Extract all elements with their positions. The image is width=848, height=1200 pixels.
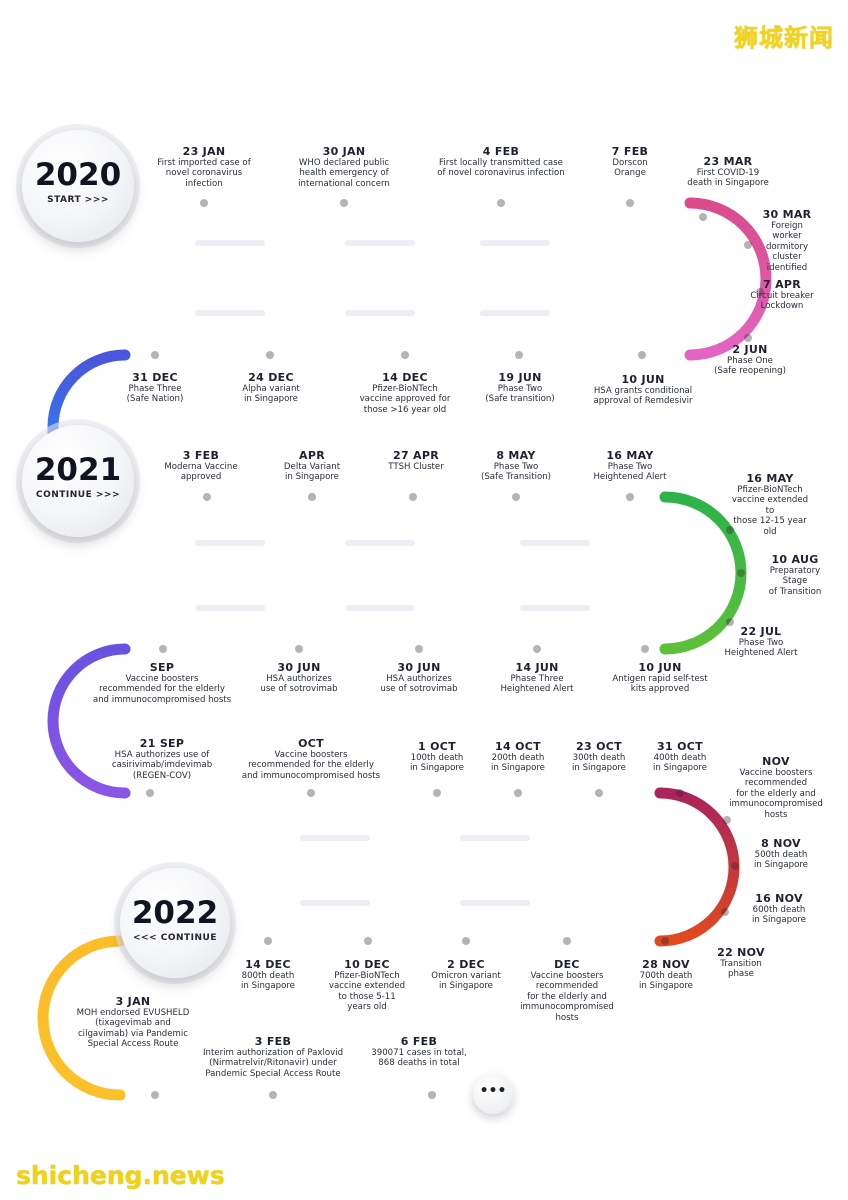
event: 8 MAY Phase Two (Safe Transition) bbox=[480, 449, 552, 483]
year-label: 2022 bbox=[131, 895, 219, 931]
event: 16 MAY Phase Two Heightened Alert bbox=[593, 449, 667, 483]
year-sub-label: CONTINUE >>> bbox=[35, 490, 121, 500]
event: 4 FEB First locally transmitted case of n… bbox=[437, 145, 565, 179]
year-sub-label: <<< CONTINUE bbox=[132, 933, 218, 943]
event: 10 DEC Pfizer-BioNTech vaccine extended t… bbox=[328, 958, 406, 1013]
year-sub-label: START >>> bbox=[47, 195, 109, 205]
event: 2 JUN Phase One (Safe reopening) bbox=[714, 343, 786, 377]
year-badge-2020: 2020 START >>> bbox=[22, 130, 134, 242]
event: 16 MAY Pfizer-BioNTech vaccine extended t… bbox=[731, 472, 809, 537]
event: 14 OCT 200th death in Singapore bbox=[491, 740, 545, 774]
event: 14 DEC Pfizer-BioNTech vaccine approved f… bbox=[359, 371, 451, 415]
event: 10 JUN Antigen rapid self-test kits appro… bbox=[612, 661, 708, 695]
event: 14 DEC 800th death in Singapore bbox=[241, 958, 295, 992]
event: 14 JUN Phase Three Heightened Alert bbox=[500, 661, 574, 695]
event: 21 SEP HSA authorizes use of casirivimab/… bbox=[111, 737, 213, 781]
year-label: 2020 bbox=[34, 157, 122, 193]
event: 7 FEB Dorscon Orange bbox=[611, 145, 649, 179]
event: OCT Vaccine boosters recommended for the … bbox=[241, 737, 381, 781]
event: 28 NOV 700th death in Singapore bbox=[639, 958, 693, 992]
event: DEC Vaccine boosters recommended for the … bbox=[520, 958, 614, 1023]
event: 30 MAR Foreign worker dormitory cluster i… bbox=[762, 208, 812, 273]
event: 3 JAN MOH endorsed EVUSHELD (tixagevimab … bbox=[76, 995, 190, 1050]
event: 31 OCT 400th death in Singapore bbox=[653, 740, 707, 774]
year-badge-2021: 2021 CONTINUE >>> bbox=[22, 425, 134, 537]
event: APR Delta Variant in Singapore bbox=[283, 449, 341, 483]
event: 1 OCT 100th death in Singapore bbox=[410, 740, 464, 774]
event: 24 DEC Alpha variant in Singapore bbox=[242, 371, 300, 405]
event: 19 JUN Phase Two (Safe transition) bbox=[485, 371, 555, 405]
site-watermark: shicheng.news bbox=[16, 1161, 225, 1190]
event: 10 JUN HSA grants conditional approval of… bbox=[593, 373, 693, 407]
event: 30 JAN WHO declared public health emergen… bbox=[298, 145, 390, 189]
event: 7 APR Circuit breaker Lockdown bbox=[750, 278, 814, 312]
event: 23 MAR First COVID-19 death in Singapore bbox=[687, 155, 769, 189]
event: 3 FEB Interim authorization of Paxlovid (… bbox=[202, 1035, 344, 1079]
event: 31 DEC Phase Three (Safe Nation) bbox=[126, 371, 184, 405]
event: 22 NOV Transition phase bbox=[717, 946, 765, 980]
event: 30 JUN HSA authorizes use of sotrovimab bbox=[380, 661, 458, 695]
event: 10 AUG Preparatory Stage of Transition bbox=[768, 553, 822, 597]
event: 2 DEC Omicron variant in Singapore bbox=[431, 958, 501, 992]
brand-logo-text: 狮城新闻 bbox=[734, 24, 834, 52]
event: 23 JAN First imported case of novel coron… bbox=[157, 145, 251, 189]
event: 16 NOV 600th death in Singapore bbox=[752, 892, 806, 926]
event: 8 NOV 500th death in Singapore bbox=[754, 837, 808, 871]
event: 3 FEB Moderna Vaccine approved bbox=[164, 449, 238, 483]
event: 30 JUN HSA authorizes use of sotrovimab bbox=[260, 661, 338, 695]
more-dots: ••• bbox=[473, 1074, 513, 1114]
event: 23 OCT 300th death in Singapore bbox=[572, 740, 626, 774]
event: SEP Vaccine boosters recommended for the … bbox=[92, 661, 232, 705]
year-label: 2021 bbox=[34, 452, 122, 488]
event: 22 JUL Phase Two Heightened Alert bbox=[724, 625, 798, 659]
event: 27 APR TTSH Cluster bbox=[388, 449, 444, 472]
event: 6 FEB 390071 cases in total, 868 deaths i… bbox=[371, 1035, 467, 1069]
year-badge-2022: 2022 <<< CONTINUE bbox=[120, 868, 230, 978]
event: NOV Vaccine boosters recommended for the … bbox=[729, 755, 823, 820]
